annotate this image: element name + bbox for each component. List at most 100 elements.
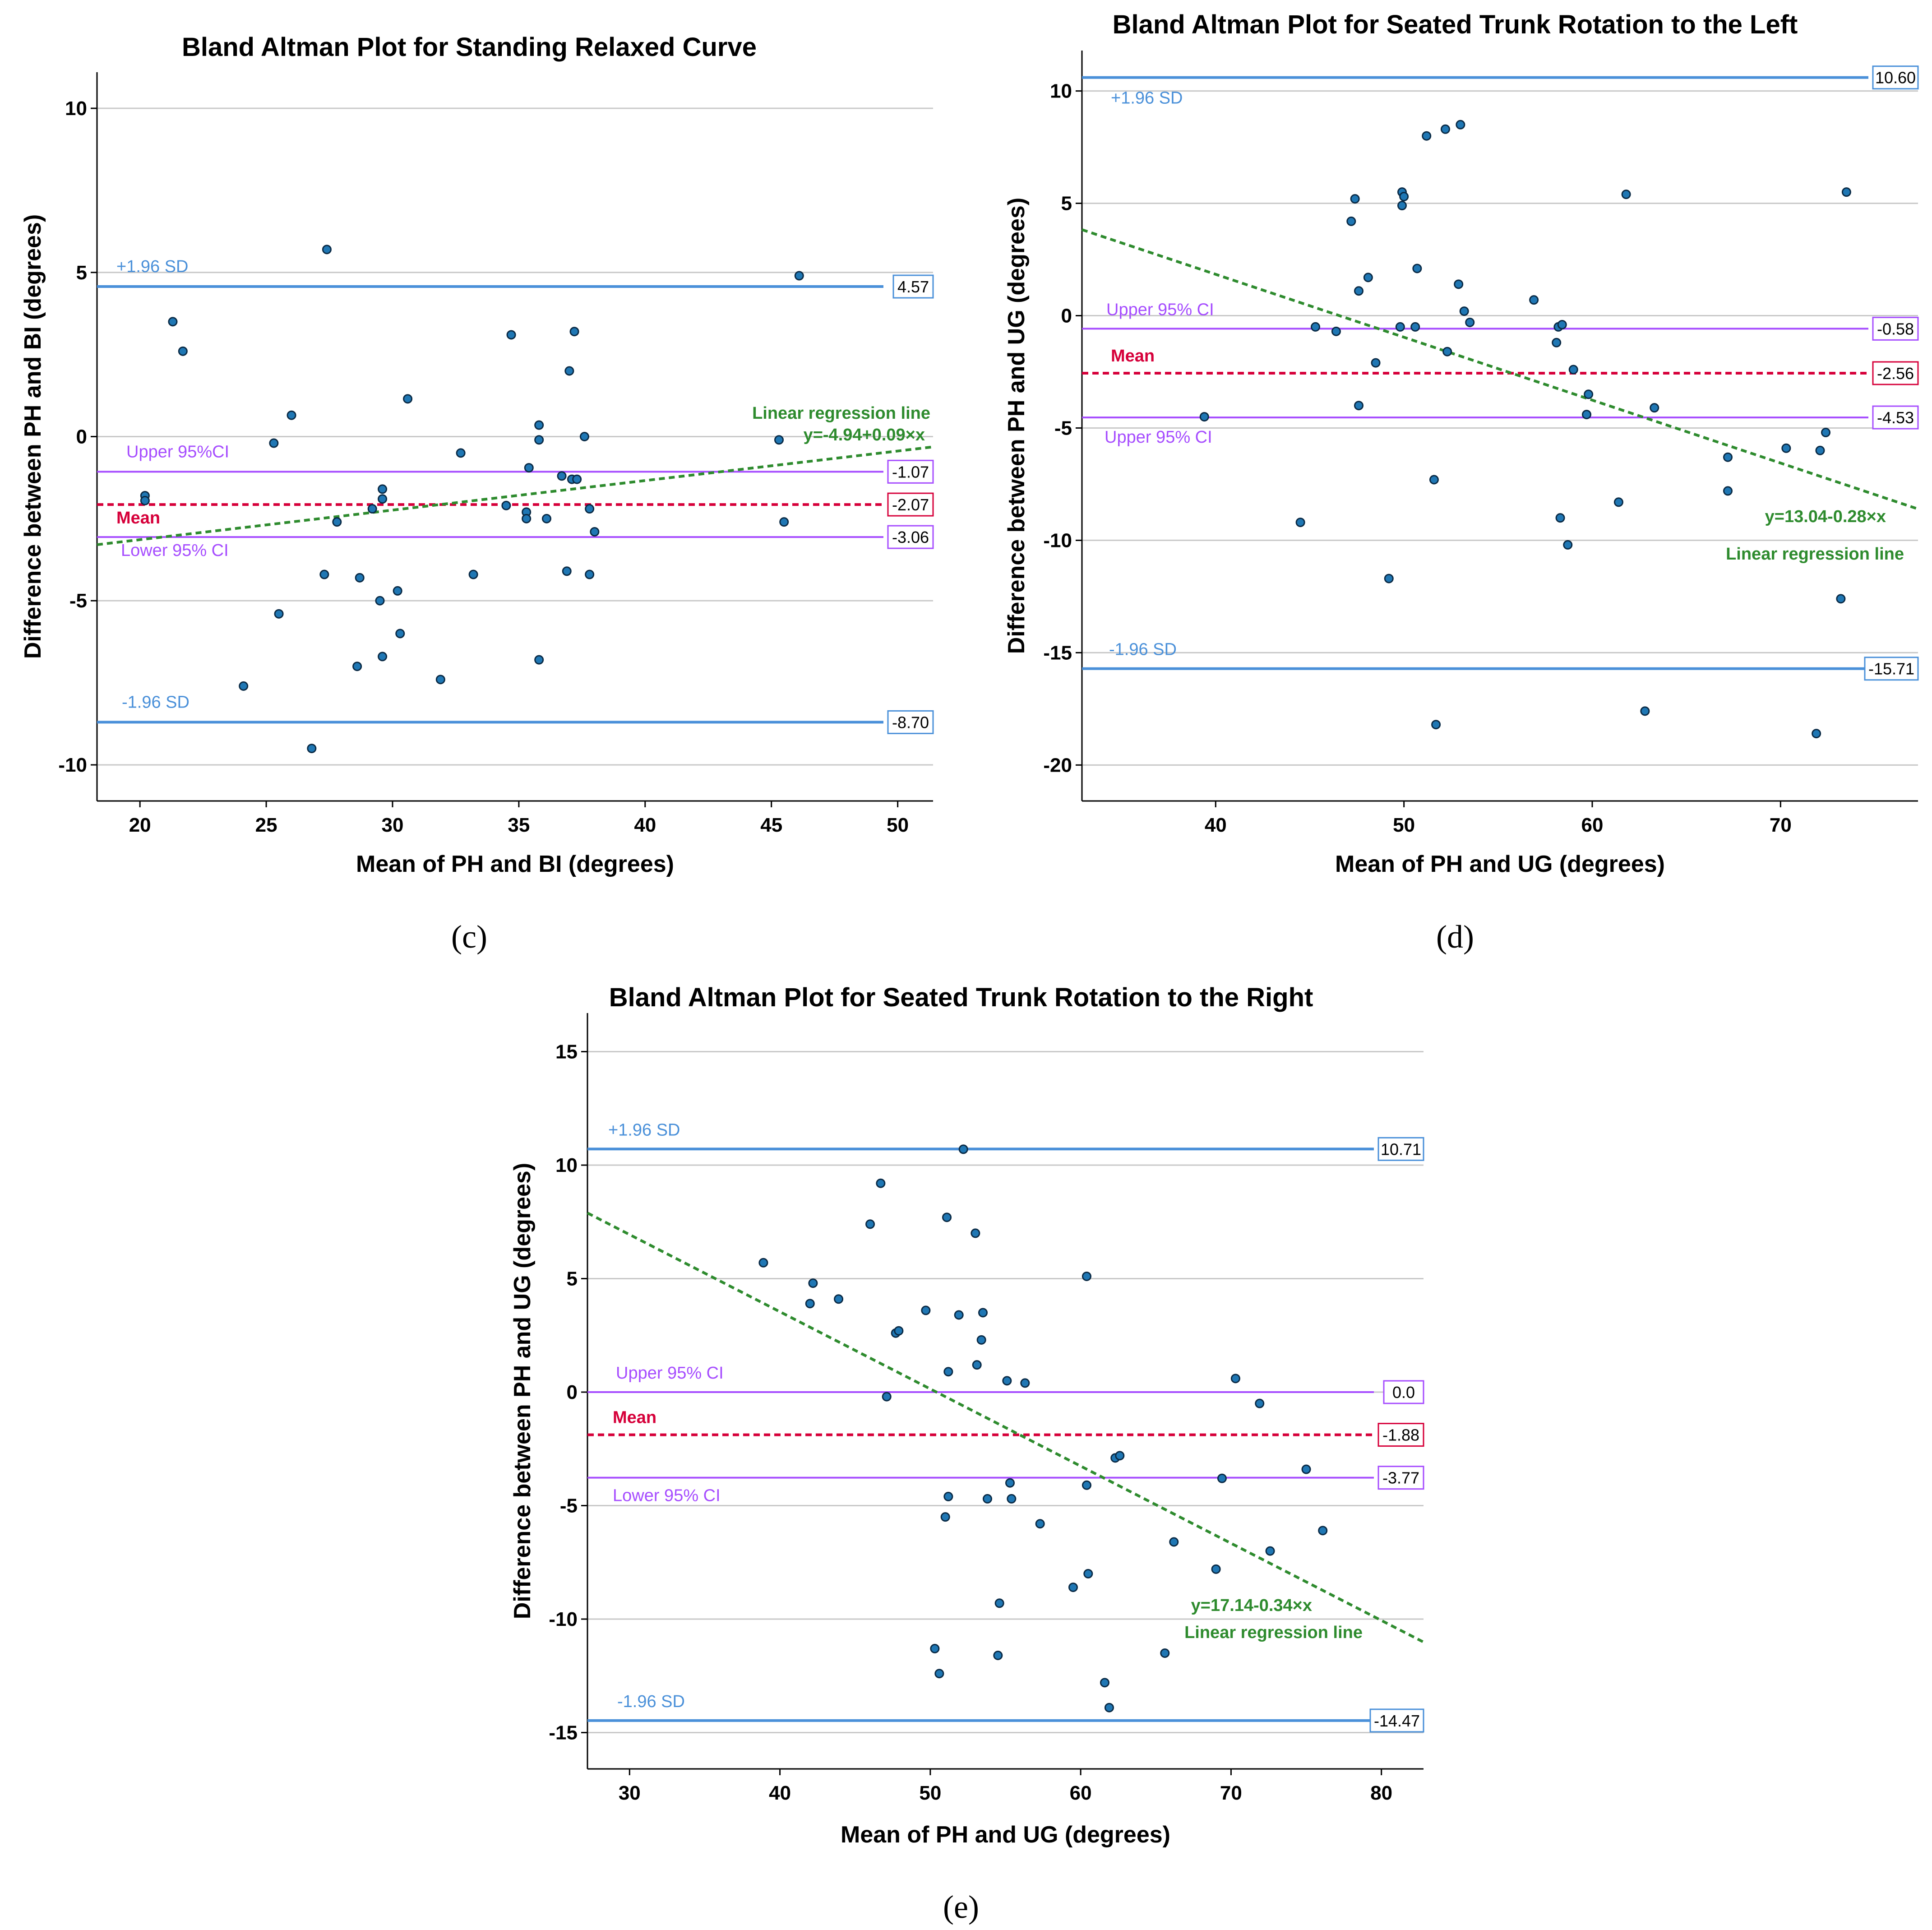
y-axis-label: Difference between PH and UG (degrees) (1003, 198, 1030, 654)
data-point (774, 435, 784, 445)
hline-value-text: -1.88 (1382, 1426, 1419, 1444)
data-point (1082, 1271, 1091, 1281)
data-point (501, 500, 511, 510)
hline-value-box (1872, 361, 1919, 385)
x-tick-label: 50 (1393, 814, 1415, 836)
data-point (393, 586, 402, 596)
hline-label: +1.96 SD (1111, 89, 1183, 108)
data-point (287, 410, 296, 420)
data-point (865, 1219, 875, 1229)
data-point (1568, 365, 1578, 375)
hline-value-box (887, 710, 934, 734)
hline-label: -1.96 SD (122, 693, 190, 712)
hline-label: Upper 95% CI (1106, 300, 1214, 319)
data-point (307, 744, 317, 754)
x-tick-label: 45 (760, 814, 782, 836)
hline-value-text: 0.0 (1392, 1383, 1415, 1402)
hline-value-text: 10.71 (1381, 1140, 1421, 1158)
data-point (1821, 427, 1831, 437)
data-point (978, 1308, 988, 1318)
data-point (876, 1178, 886, 1188)
data-point (983, 1494, 993, 1504)
data-point (794, 271, 804, 281)
data-point (541, 514, 551, 523)
data-point (1199, 412, 1209, 422)
data-point (976, 1335, 986, 1345)
x-tick-label: 40 (1205, 814, 1227, 836)
hline-value-box (887, 492, 934, 517)
data-point (1350, 194, 1360, 204)
data-point (1442, 347, 1452, 356)
data-point (1581, 410, 1591, 420)
hline-value-box (892, 274, 934, 299)
hline-value-text: 4.57 (897, 278, 929, 296)
hline-value-text: -2.07 (892, 495, 929, 514)
data-point (1465, 317, 1475, 327)
hline-value-text: -3.77 (1382, 1469, 1419, 1487)
figure-caption: (d) (1436, 919, 1474, 955)
data-point (534, 435, 544, 445)
x-tick-label: 60 (1581, 814, 1604, 836)
data-point (269, 438, 279, 448)
y-tick-label: -10 (549, 1608, 578, 1630)
data-point (1083, 1569, 1093, 1578)
data-point (1454, 279, 1464, 289)
data-point (930, 1643, 940, 1653)
hline-value-box (1383, 1380, 1424, 1404)
data-point (1399, 192, 1409, 202)
data-point (1318, 1526, 1328, 1536)
data-point (1650, 403, 1659, 413)
hline-label: Mean (1111, 347, 1155, 366)
data-point (1020, 1378, 1030, 1388)
hline-value-box (1872, 316, 1919, 341)
data-point (1815, 445, 1825, 455)
data-point (1354, 401, 1363, 411)
data-point (1621, 190, 1631, 199)
data-point (1354, 286, 1363, 296)
data-point (1440, 124, 1450, 134)
x-tick-label: 80 (1370, 1782, 1392, 1804)
hline-value-box (1872, 405, 1919, 430)
data-point (585, 569, 595, 579)
x-axis-label: Mean of PH and UG (degrees) (841, 1822, 1170, 1848)
data-point (1456, 120, 1465, 130)
data-point (1363, 273, 1373, 282)
hline-value-box (1377, 1137, 1424, 1161)
data-point (1211, 1564, 1221, 1574)
data-point (1035, 1519, 1045, 1529)
y-tick-label: 10 (1050, 80, 1072, 102)
y-tick-label: -5 (1054, 417, 1072, 439)
y-tick-label: 10 (555, 1154, 578, 1176)
data-point (1552, 338, 1562, 347)
data-point (1723, 452, 1733, 462)
data-point (972, 1360, 982, 1370)
data-point (1311, 322, 1321, 332)
figure-caption: (e) (943, 1889, 979, 1925)
data-point (1723, 486, 1733, 496)
regression-label: Linear regression line (752, 404, 930, 423)
data-point (585, 504, 595, 514)
x-tick-label: 70 (1220, 1782, 1242, 1804)
data-point (534, 655, 544, 665)
data-point (921, 1305, 931, 1315)
hline-label: -1.96 SD (617, 1692, 685, 1711)
hline-value-text: -0.58 (1877, 319, 1914, 338)
data-point (322, 245, 332, 255)
data-point (1230, 1374, 1240, 1384)
data-point (1395, 322, 1405, 332)
data-point (378, 652, 388, 662)
data-point (1429, 475, 1439, 485)
data-point (367, 504, 377, 514)
hline-label: Mean (613, 1408, 656, 1427)
data-point (1410, 322, 1420, 332)
y-tick-label: -15 (549, 1722, 578, 1744)
data-point (534, 420, 544, 430)
x-tick-label: 70 (1770, 814, 1792, 836)
hline-value-box (887, 459, 934, 484)
data-point (572, 474, 582, 484)
x-tick-label: 30 (619, 1782, 641, 1804)
x-tick-label: 40 (769, 1782, 791, 1804)
data-point (1217, 1473, 1227, 1483)
